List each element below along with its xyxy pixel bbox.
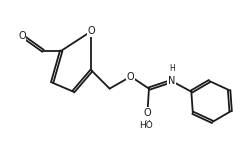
Text: H: H [144,120,150,130]
Text: O: O [18,31,26,41]
Text: HO: HO [138,121,152,130]
Text: O: O [87,26,95,36]
Text: H: H [168,65,174,74]
Text: O: O [143,108,151,118]
Text: N: N [167,76,175,86]
Text: O: O [126,72,134,82]
